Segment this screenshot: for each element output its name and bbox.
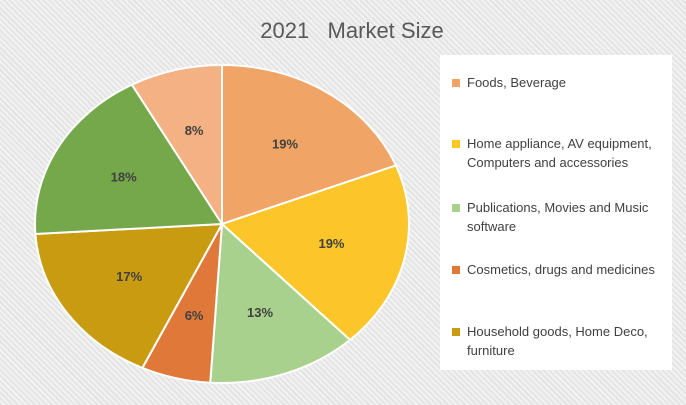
pie-slice xyxy=(220,164,410,342)
data-label: 17% xyxy=(116,269,142,284)
legend-label: Home appliance, AV equipment, Computers … xyxy=(467,136,652,170)
legend-swatch xyxy=(452,266,460,274)
data-label: 19% xyxy=(318,236,344,251)
data-label: 19% xyxy=(272,137,298,152)
legend-label: Cosmetics, drugs and medicines xyxy=(467,262,655,277)
pie-slice xyxy=(221,63,398,226)
data-label: 13% xyxy=(247,305,273,320)
chart-title: 2021 Market Size xyxy=(260,18,443,43)
legend-label: Household goods, Home Deco, furniture xyxy=(467,324,648,358)
legend-swatch xyxy=(452,204,460,212)
data-label: 8% xyxy=(185,123,204,138)
data-label: 6% xyxy=(185,308,204,323)
legend-label: Publications, Movies and Music software xyxy=(467,200,649,234)
pie-slice xyxy=(130,63,223,228)
pie-slice xyxy=(209,221,352,384)
legend: Foods, Beverage Home appliance, AV equipm… xyxy=(440,55,672,370)
legend-entry: Cosmetics, drugs and medicines xyxy=(452,261,662,280)
data-label: 18% xyxy=(111,169,137,184)
legend-entry: Home appliance, AV equipment, Computers … xyxy=(452,135,662,172)
legend-swatch xyxy=(452,79,460,87)
legend-label: Foods, Beverage xyxy=(467,75,567,90)
legend-swatch xyxy=(452,328,460,336)
legend-entry: Foods, Beverage xyxy=(452,74,662,93)
legend-swatch xyxy=(452,140,460,148)
legend-entry: Publications, Movies and Music software xyxy=(452,199,662,236)
pie-slice xyxy=(34,222,224,370)
pie-slice xyxy=(34,83,224,236)
legend-entry: Household goods, Home Deco, furniture xyxy=(452,323,662,360)
